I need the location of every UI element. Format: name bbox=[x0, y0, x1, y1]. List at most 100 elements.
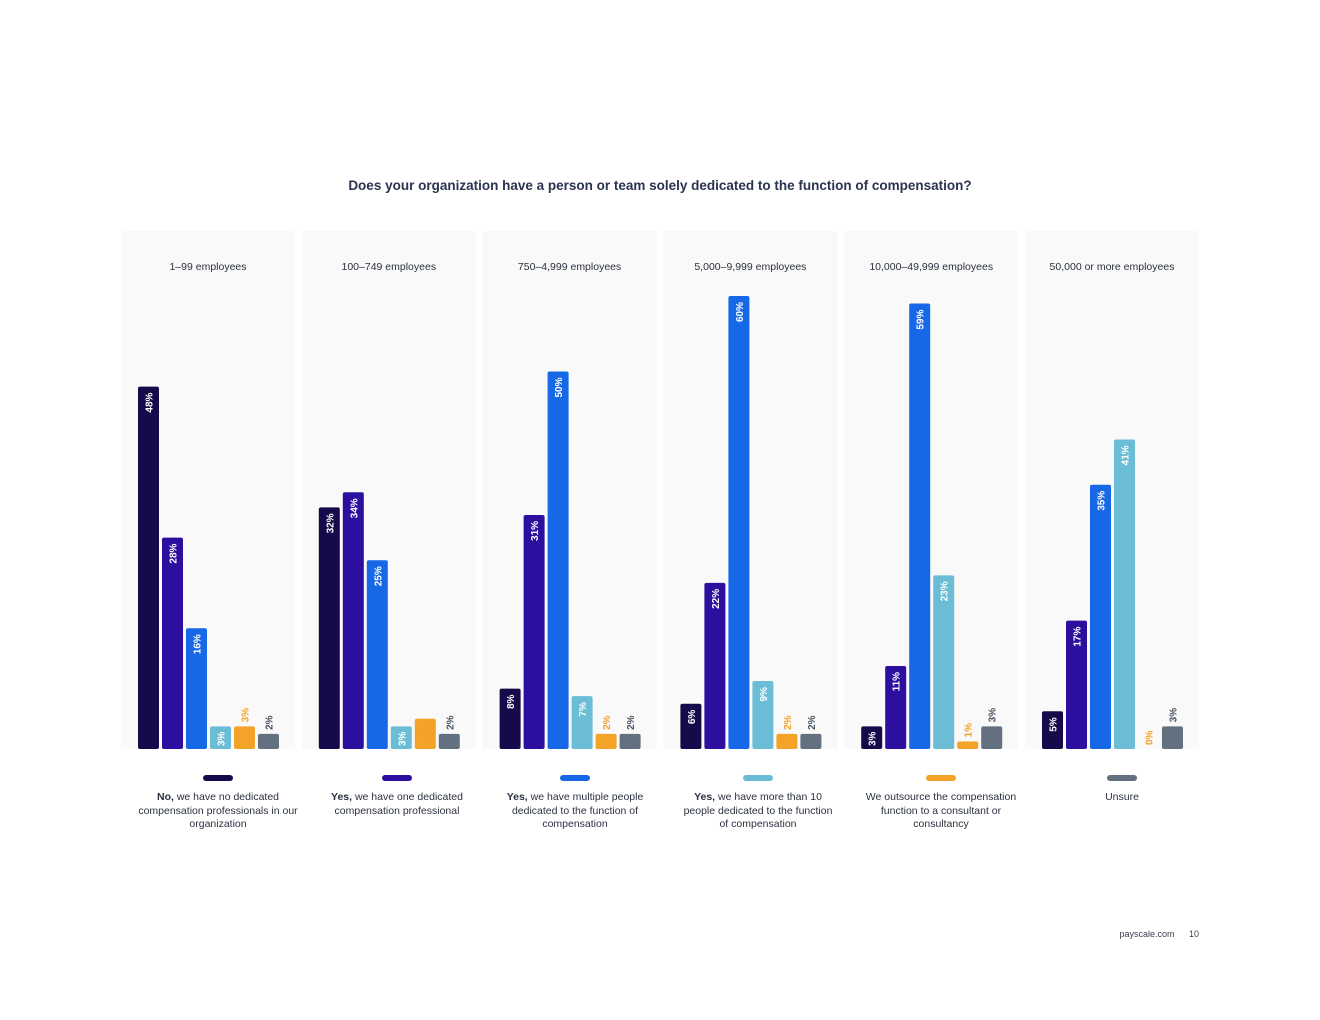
data-label: 3% bbox=[868, 731, 879, 746]
data-label: 5% bbox=[1049, 717, 1060, 732]
data-label: 28% bbox=[169, 543, 180, 563]
category-label: 1–99 employees bbox=[169, 261, 246, 273]
bar bbox=[933, 575, 955, 749]
data-label: 7% bbox=[578, 702, 589, 717]
data-label: 6% bbox=[687, 710, 698, 725]
panel-2: 750–4,999 employees 8% 31% 50% 7% 2% 2% bbox=[482, 231, 657, 749]
bar bbox=[861, 726, 883, 749]
legend-swatch bbox=[382, 775, 412, 781]
data-label: 0% bbox=[1145, 730, 1156, 745]
data-label: 23% bbox=[940, 581, 951, 601]
legend-item: Yes, we have more than 10 people dedicat… bbox=[678, 775, 838, 832]
data-label: 2% bbox=[783, 715, 794, 730]
bar bbox=[342, 492, 364, 749]
bar bbox=[523, 514, 545, 749]
bar bbox=[619, 733, 641, 749]
panel-background bbox=[482, 231, 657, 749]
bar bbox=[1162, 726, 1183, 749]
legend-label: Yes, we have one dedicated compensation … bbox=[331, 791, 463, 817]
bar bbox=[1042, 711, 1063, 749]
legend-swatch bbox=[203, 775, 233, 781]
data-label: 3% bbox=[241, 708, 252, 723]
category-label: 750–4,999 employees bbox=[518, 261, 621, 273]
bar bbox=[800, 733, 822, 749]
data-label: 4% bbox=[421, 725, 432, 740]
data-label: 2% bbox=[602, 715, 613, 730]
data-label: 17% bbox=[1073, 627, 1084, 647]
chart-title: Does your organization have a person or … bbox=[348, 178, 972, 193]
page-number: 10 bbox=[1188, 929, 1199, 939]
data-label: 22% bbox=[711, 589, 722, 609]
data-label: 41% bbox=[1121, 445, 1132, 465]
legend-label-bold: Yes, bbox=[506, 791, 528, 803]
legend-label: Yes, we have more than 10 people dedicat… bbox=[683, 791, 833, 830]
bar bbox=[234, 726, 255, 749]
data-label: 35% bbox=[1097, 491, 1108, 511]
bar bbox=[1066, 620, 1087, 749]
bar bbox=[957, 741, 979, 749]
panel-4: 10,000–49,999 employees 3% 11% 59% 23% 1% 3% bbox=[844, 231, 1019, 749]
bar bbox=[704, 582, 726, 749]
data-label: 2% bbox=[265, 715, 276, 730]
data-label: 32% bbox=[325, 513, 336, 533]
category-label: 100–749 employees bbox=[342, 261, 437, 273]
bar bbox=[499, 688, 521, 749]
data-label: 34% bbox=[349, 498, 360, 518]
bar bbox=[186, 628, 207, 749]
panel-background bbox=[1025, 231, 1199, 749]
data-label: 50% bbox=[554, 377, 565, 397]
bar bbox=[981, 726, 1003, 749]
bar bbox=[390, 726, 412, 749]
bar bbox=[728, 296, 750, 749]
bar bbox=[885, 665, 907, 749]
bar bbox=[547, 371, 569, 749]
legend-swatch bbox=[1107, 775, 1137, 781]
bar bbox=[438, 733, 460, 749]
data-label: 3% bbox=[988, 708, 999, 723]
data-label: 8% bbox=[506, 694, 517, 709]
data-label: 60% bbox=[735, 302, 746, 322]
bar bbox=[318, 507, 340, 749]
bar bbox=[595, 733, 617, 749]
data-label: 3% bbox=[1169, 708, 1180, 723]
legend-label: We outsource the compensation function t… bbox=[865, 791, 1017, 830]
bar bbox=[138, 386, 159, 749]
legend-label-bold: Yes, bbox=[694, 791, 716, 803]
legend-label: No, we have no dedicated compensation pr… bbox=[138, 791, 298, 830]
legend-swatch bbox=[926, 775, 956, 781]
bar bbox=[1090, 484, 1111, 749]
data-label: 48% bbox=[145, 392, 156, 412]
category-label: 5,000–9,999 employees bbox=[694, 261, 806, 273]
legend-label: Unsure bbox=[1105, 791, 1139, 803]
bar bbox=[414, 718, 436, 749]
panel-background bbox=[663, 231, 838, 749]
data-label: 31% bbox=[530, 521, 541, 541]
legend-item: We outsource the compensation function t… bbox=[861, 775, 1021, 832]
category-label: 50,000 or more employees bbox=[1050, 261, 1175, 273]
data-label: 2% bbox=[445, 715, 456, 730]
panel-5: 50,000 or more employees 5% 17% 35% 41% 0% 3% bbox=[1025, 231, 1199, 749]
footer: payscale.com 10 bbox=[1119, 929, 1199, 939]
data-label: 25% bbox=[373, 566, 384, 586]
data-label: 59% bbox=[916, 309, 927, 329]
footer-site: payscale.com bbox=[1119, 929, 1175, 939]
bar bbox=[752, 681, 774, 749]
data-label: 3% bbox=[217, 731, 228, 746]
legend-label: Yes, we have multiple people dedicated t… bbox=[506, 791, 644, 830]
panel-3: 5,000–9,999 employees 6% 22% 60% 9% 2% 2% bbox=[663, 231, 838, 749]
bar bbox=[210, 726, 231, 749]
data-label: 11% bbox=[892, 672, 903, 692]
legend-label-bold: No, bbox=[157, 791, 174, 803]
legend-item: No, we have no dedicated compensation pr… bbox=[138, 775, 298, 832]
bar bbox=[571, 696, 593, 749]
bar bbox=[258, 733, 279, 749]
legend-item: Yes, we have one dedicated compensation … bbox=[317, 775, 477, 818]
data-label: 1% bbox=[964, 723, 975, 738]
category-label: 10,000–49,999 employees bbox=[869, 261, 993, 273]
legend-item: Yes, we have multiple people dedicated t… bbox=[495, 775, 655, 832]
data-label: 3% bbox=[397, 731, 408, 746]
legend-swatch bbox=[743, 775, 773, 781]
bar bbox=[162, 537, 183, 749]
bar bbox=[1114, 439, 1135, 749]
